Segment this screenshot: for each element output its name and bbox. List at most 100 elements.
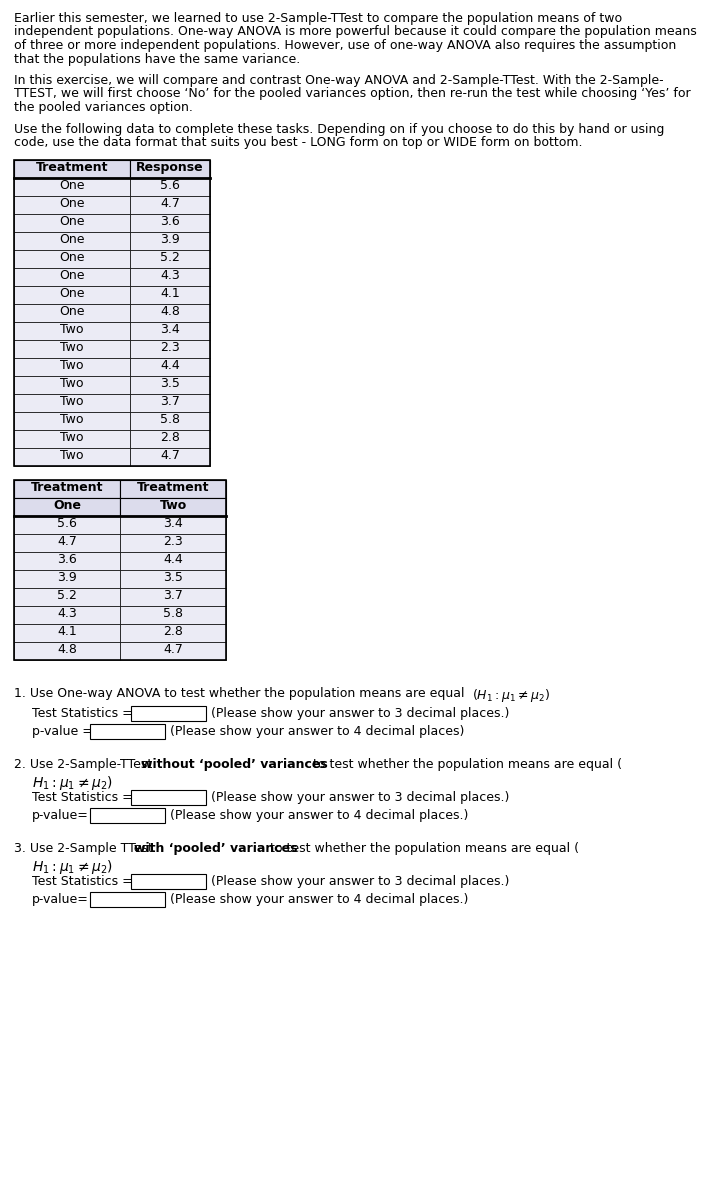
Bar	[130, 214, 210, 232]
Text: Two: Two	[60, 341, 84, 353]
Text: p-value=: p-value=	[32, 808, 89, 821]
Bar	[14, 160, 130, 178]
Text: Two: Two	[159, 499, 186, 512]
Text: 4.7: 4.7	[57, 535, 77, 548]
Bar	[130, 285, 210, 303]
Bar	[14, 480, 226, 659]
Bar	[90, 807, 165, 823]
Text: 5.6: 5.6	[57, 517, 77, 530]
Bar	[130, 375, 210, 394]
Text: Treatment: Treatment	[31, 481, 103, 494]
Bar	[14, 623, 120, 641]
Bar	[120, 570, 226, 587]
Text: 3.7: 3.7	[163, 589, 183, 602]
Bar	[14, 587, 120, 605]
Text: 3.4: 3.4	[160, 324, 180, 336]
Bar	[14, 232, 130, 250]
Bar	[14, 214, 130, 232]
Text: 4.7: 4.7	[160, 449, 180, 462]
Text: 3.7: 3.7	[160, 395, 180, 408]
Text: One: One	[59, 269, 84, 282]
Text: Two: Two	[60, 413, 84, 426]
Text: One: One	[59, 197, 84, 210]
Text: that the populations have the same variance.: that the populations have the same varia…	[14, 53, 300, 66]
Bar	[90, 724, 165, 739]
Text: 3. Use 2-Sample TTest: 3. Use 2-Sample TTest	[14, 842, 157, 855]
Bar	[14, 498, 120, 516]
Bar	[130, 321, 210, 339]
Text: Two: Two	[60, 324, 84, 336]
Bar	[120, 516, 226, 534]
Bar	[14, 303, 130, 321]
Text: Use the following data to complete these tasks. Depending on if you choose to do: Use the following data to complete these…	[14, 123, 665, 135]
Text: 4.3: 4.3	[160, 269, 180, 282]
Text: p-value=: p-value=	[32, 892, 89, 905]
Text: without ‘pooled’ variances: without ‘pooled’ variances	[141, 758, 328, 771]
Bar	[120, 623, 226, 641]
Bar	[130, 430, 210, 448]
Text: 4.1: 4.1	[160, 287, 180, 300]
Text: 5.2: 5.2	[57, 589, 77, 602]
Text: Test Statistics =: Test Statistics =	[32, 875, 132, 888]
Text: $H_1 : \mu_1 \neq \mu_2)$: $H_1 : \mu_1 \neq \mu_2)$	[32, 774, 113, 792]
Text: Two: Two	[60, 395, 84, 408]
Text: Two: Two	[60, 449, 84, 462]
Text: (Please show your answer to 3 decimal places.): (Please show your answer to 3 decimal pl…	[211, 790, 510, 804]
Text: code, use the data format that suits you best - LONG form on top or WIDE form on: code, use the data format that suits you…	[14, 136, 582, 149]
Text: One: One	[53, 499, 81, 512]
Text: 1. Use One-way ANOVA to test whether the population means are equal: 1. Use One-way ANOVA to test whether the…	[14, 688, 469, 701]
Text: 5.6: 5.6	[160, 179, 180, 192]
Bar	[130, 357, 210, 375]
Text: 4.1: 4.1	[57, 624, 77, 638]
Text: 4.4: 4.4	[160, 359, 180, 373]
Text: of three or more independent populations. However, use of one-way ANOVA also req: of three or more independent populations…	[14, 39, 676, 53]
Text: 5.2: 5.2	[160, 251, 180, 264]
Bar	[14, 267, 130, 285]
Text: Two: Two	[60, 377, 84, 390]
Text: 4.3: 4.3	[57, 607, 77, 620]
Bar	[14, 357, 130, 375]
Bar	[14, 375, 130, 394]
Text: One: One	[59, 215, 84, 228]
Bar	[14, 160, 210, 466]
Bar	[14, 448, 130, 466]
Text: 5.8: 5.8	[160, 413, 180, 426]
Bar	[14, 534, 120, 552]
Bar	[14, 516, 120, 534]
Text: One: One	[59, 233, 84, 246]
Bar	[90, 892, 165, 906]
Bar	[130, 412, 210, 430]
Text: 4.8: 4.8	[57, 644, 77, 656]
Bar	[14, 250, 130, 267]
Bar	[120, 552, 226, 570]
Bar	[130, 250, 210, 267]
Bar	[130, 160, 210, 178]
Text: One: One	[59, 251, 84, 264]
Bar	[14, 605, 120, 623]
Text: $H_1 : \mu_1 \neq \mu_2)$: $H_1 : \mu_1 \neq \mu_2)$	[32, 857, 113, 875]
Text: 3.6: 3.6	[160, 215, 180, 228]
Text: 3.4: 3.4	[163, 517, 183, 530]
Bar	[130, 232, 210, 250]
Bar	[14, 394, 130, 412]
Text: to test whether the population means are equal (: to test whether the population means are…	[266, 842, 579, 855]
Text: (Please show your answer to 3 decimal places.): (Please show your answer to 3 decimal pl…	[211, 875, 510, 888]
Text: 2.3: 2.3	[163, 535, 183, 548]
Bar	[130, 267, 210, 285]
Text: (Please show your answer to 3 decimal places.): (Please show your answer to 3 decimal pl…	[211, 707, 510, 720]
Bar	[130, 339, 210, 357]
Bar	[14, 480, 120, 498]
Text: 3.9: 3.9	[160, 233, 180, 246]
Text: Test Statistics =: Test Statistics =	[32, 790, 132, 804]
Text: One: One	[59, 179, 84, 192]
Bar	[120, 480, 226, 498]
Text: One: One	[59, 287, 84, 300]
Bar	[14, 196, 130, 214]
Bar	[120, 587, 226, 605]
Bar	[130, 394, 210, 412]
Bar	[14, 339, 130, 357]
Text: (Please show your answer to 4 decimal places.): (Please show your answer to 4 decimal pl…	[170, 892, 468, 905]
Text: to test whether the population means are equal (: to test whether the population means are…	[309, 758, 622, 771]
Text: Treatment: Treatment	[137, 481, 209, 494]
Text: 2. Use 2-Sample-TTest: 2. Use 2-Sample-TTest	[14, 758, 157, 771]
